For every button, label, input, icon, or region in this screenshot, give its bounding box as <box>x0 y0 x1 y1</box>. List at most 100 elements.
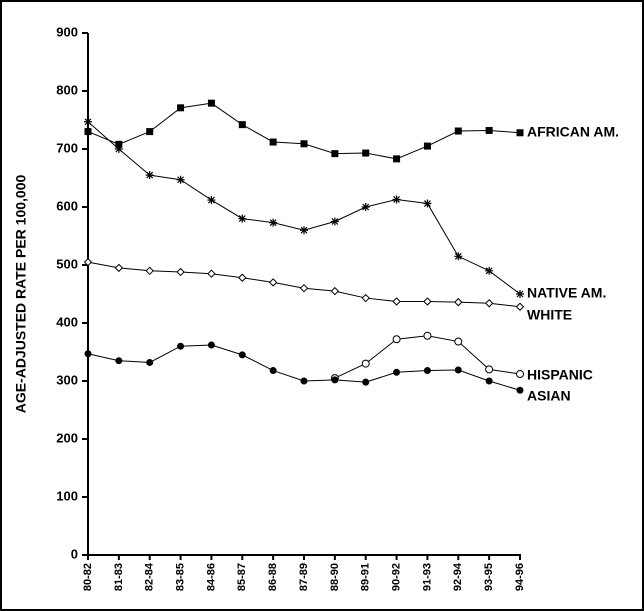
marker <box>330 286 340 296</box>
marker <box>238 351 246 359</box>
marker <box>300 377 308 385</box>
y-tick-label: 700 <box>56 140 78 155</box>
series-line <box>87 121 521 295</box>
marker <box>238 273 247 282</box>
marker <box>145 171 154 180</box>
marker <box>177 104 185 112</box>
marker <box>331 376 339 384</box>
y-axis-title: AGE-ADJUSTED RATE PER 100,000 <box>13 174 29 413</box>
marker <box>361 293 370 303</box>
marker <box>331 150 339 158</box>
marker <box>484 299 494 308</box>
marker <box>515 302 525 311</box>
x-tick-label: 81-83 <box>113 563 125 591</box>
marker <box>423 331 432 340</box>
series-label: WHITE <box>527 307 572 323</box>
marker <box>423 367 431 375</box>
marker <box>362 378 370 386</box>
x-tick-label: 83-85 <box>174 563 186 591</box>
y-tick-label: 0 <box>71 546 78 561</box>
marker <box>485 365 494 374</box>
x-tick-label: 92-94 <box>452 562 464 591</box>
marker <box>423 199 432 208</box>
marker <box>207 341 215 349</box>
marker <box>361 203 370 211</box>
marker <box>423 142 431 150</box>
x-tick-label: 88-90 <box>329 563 341 591</box>
y-tick-label: 500 <box>56 256 78 271</box>
marker <box>454 297 463 307</box>
marker <box>361 359 370 368</box>
marker <box>176 267 185 277</box>
marker <box>516 386 524 394</box>
marker <box>269 367 277 375</box>
y-tick-label: 800 <box>56 82 78 97</box>
x-tick-label: 94-96 <box>514 563 526 591</box>
marker <box>176 175 185 184</box>
marker <box>269 138 277 146</box>
marker <box>207 269 216 278</box>
marker <box>83 257 93 267</box>
marker <box>115 140 123 148</box>
y-tick-label: 200 <box>56 430 78 445</box>
marker <box>115 357 123 365</box>
marker <box>207 196 216 205</box>
marker <box>362 149 370 157</box>
marker <box>392 297 401 306</box>
marker <box>516 370 524 379</box>
marker <box>300 140 308 148</box>
y-tick-label: 600 <box>56 198 78 213</box>
x-tick-label: 89-91 <box>360 563 372 591</box>
marker <box>330 217 339 226</box>
marker <box>485 377 493 385</box>
x-tick-label: 90-92 <box>390 563 402 591</box>
marker <box>516 129 524 137</box>
marker <box>392 195 401 204</box>
marker <box>238 121 246 129</box>
marker <box>268 278 278 287</box>
y-tick-label: 100 <box>56 488 78 503</box>
x-tick-label: 80-82 <box>82 563 94 591</box>
marker <box>454 252 463 261</box>
series-label: ASIAN <box>527 388 571 404</box>
marker <box>146 358 154 366</box>
marker <box>177 342 185 350</box>
series-label: AFRICAN AM. <box>527 124 619 140</box>
marker <box>299 283 309 293</box>
marker <box>207 99 215 107</box>
marker <box>114 263 124 273</box>
marker <box>84 350 92 358</box>
marker <box>146 128 154 136</box>
x-tick-label: 82-84 <box>144 562 156 591</box>
y-tick-label: 900 <box>56 24 78 39</box>
marker <box>393 155 401 163</box>
x-tick-label: 87-89 <box>298 563 310 591</box>
marker <box>516 290 524 298</box>
series-label: NATIVE AM. <box>527 285 606 301</box>
x-tick-label: 84-86 <box>205 563 217 591</box>
marker <box>84 117 92 126</box>
marker <box>300 226 308 235</box>
marker <box>393 368 401 376</box>
marker <box>423 297 432 306</box>
marker <box>114 145 123 153</box>
x-tick-label: 86-88 <box>267 563 279 591</box>
marker <box>84 128 92 136</box>
marker <box>485 266 494 275</box>
marker <box>485 126 493 134</box>
marker <box>269 218 278 227</box>
series-label: HISPANIC <box>527 367 593 383</box>
x-tick-label: 85-87 <box>236 563 248 591</box>
marker <box>145 266 154 276</box>
x-tick-label: 91-93 <box>421 563 433 591</box>
marker <box>454 127 462 135</box>
marker <box>454 337 463 346</box>
marker <box>238 214 247 223</box>
y-tick-label: 400 <box>56 314 78 329</box>
marker <box>454 366 462 374</box>
y-tick-label: 300 <box>56 372 78 387</box>
marker <box>392 335 401 344</box>
x-tick-label: 93-95 <box>483 563 495 591</box>
